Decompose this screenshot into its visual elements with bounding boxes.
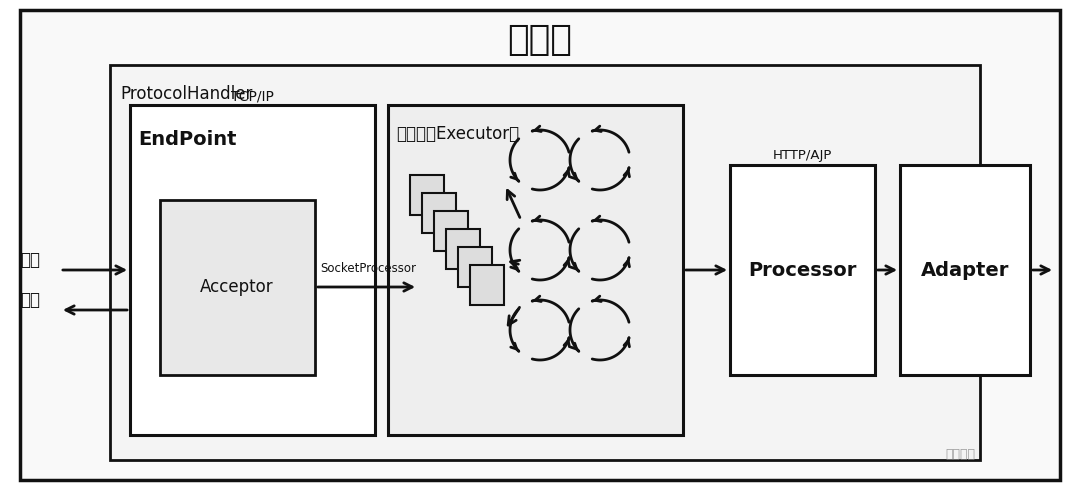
Text: 响应: 响应 <box>21 291 40 309</box>
Text: 线程池（Executor）: 线程池（Executor） <box>396 125 519 143</box>
Bar <box>900 165 1030 375</box>
Bar <box>422 193 456 233</box>
Bar <box>110 65 980 460</box>
Text: 码哥字节: 码哥字节 <box>945 449 975 461</box>
Bar <box>388 105 683 435</box>
Text: 请求: 请求 <box>21 251 40 269</box>
Text: 连接器: 连接器 <box>508 23 572 57</box>
Bar <box>730 165 875 375</box>
Text: Acceptor: Acceptor <box>200 278 274 296</box>
Text: SocketProcessor: SocketProcessor <box>320 262 416 275</box>
Bar <box>130 105 375 435</box>
Text: Processor: Processor <box>747 260 856 279</box>
Bar <box>470 265 504 305</box>
Text: ProtocolHandler: ProtocolHandler <box>120 85 253 103</box>
Text: Adapter: Adapter <box>921 260 1009 279</box>
Text: HTTP/AJP: HTTP/AJP <box>772 149 832 161</box>
Bar <box>458 247 492 287</box>
Text: EndPoint: EndPoint <box>138 130 237 149</box>
Bar <box>434 211 468 251</box>
Text: TCP/IP: TCP/IP <box>230 90 273 104</box>
Bar <box>160 200 315 375</box>
Bar <box>410 175 444 215</box>
Bar <box>446 229 480 269</box>
